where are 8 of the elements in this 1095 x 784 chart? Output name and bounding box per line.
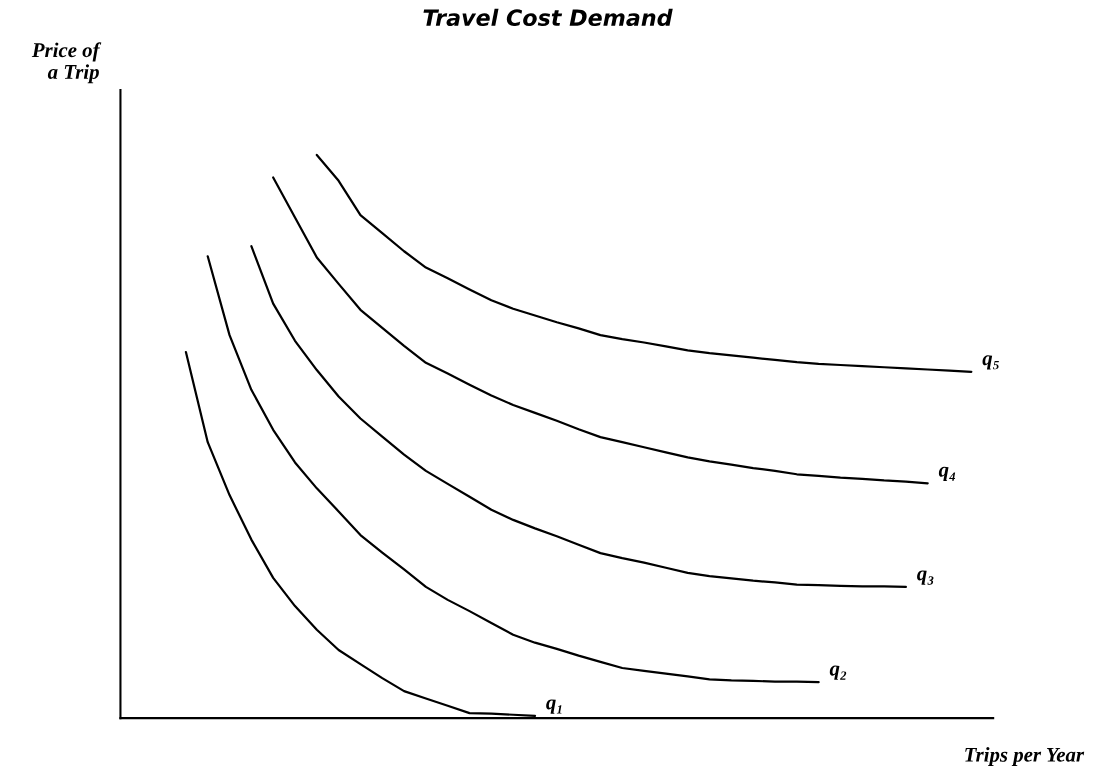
series-label: q₃ [917,570,934,585]
series-label: q₂ [829,665,847,680]
series-label: q₅ [982,355,999,370]
y-axis-title: Price of a Trip [31,42,102,84]
series-label: q₁ [546,699,562,714]
series-label: q₄ [938,466,956,482]
chart-title: Travel Cost Demand [423,8,673,27]
x-axis-title: Trips per Year [965,747,1085,767]
